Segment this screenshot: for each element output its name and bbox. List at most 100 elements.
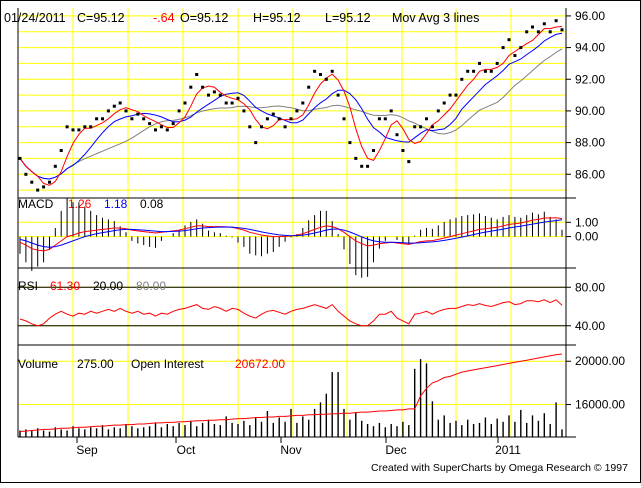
- price-point-30: [195, 73, 199, 76]
- price-point-24: [159, 125, 163, 129]
- price-point-44: [277, 117, 281, 121]
- price-point-9: [71, 128, 75, 132]
- tick-label-volume-1: 16000.00: [575, 398, 625, 412]
- price-point-72: [442, 101, 446, 105]
- rsi-label: RSI: [18, 279, 38, 293]
- price-point-52: [324, 77, 328, 81]
- price-point-1: [24, 172, 28, 176]
- price-point-3: [36, 188, 40, 192]
- price-point-22: [148, 122, 152, 126]
- price-point-78: [478, 61, 481, 65]
- time-label-sep: Sep: [76, 443, 98, 457]
- price-point-26: [171, 122, 175, 126]
- header-close: C=95.12: [77, 11, 125, 25]
- price-point-50: [313, 69, 317, 73]
- tick-label-price-2: 92.00: [575, 72, 605, 86]
- price-point-42: [265, 117, 269, 121]
- price-point-71: [436, 109, 440, 113]
- price-point-10: [77, 128, 81, 132]
- price-point-15: [106, 109, 110, 113]
- price-point-37: [236, 96, 240, 100]
- time-label-2011: 2011: [495, 443, 521, 457]
- price-point-59: [366, 164, 370, 168]
- price-point-90: [548, 30, 552, 34]
- price-ma-mid-line: [19, 32, 563, 180]
- tick-label-macd-0: 1.00: [575, 215, 599, 229]
- axis-labels: 96.00 94.00 92.00 90.00 88.00 86.00 1.000.00 80…: [76, 9, 625, 457]
- tick-label-price-5: 86.00: [575, 167, 605, 181]
- price-point-38: [242, 109, 246, 113]
- price-point-20: [136, 112, 140, 116]
- price-point-81: [495, 61, 499, 65]
- price-point-64: [395, 133, 399, 137]
- time-label-oct: Oct: [177, 443, 196, 457]
- price-point-36: [230, 101, 234, 105]
- price-point-66: [407, 160, 411, 164]
- price-point-57: [354, 156, 358, 160]
- price-point-40: [254, 141, 258, 145]
- header-date: 01/24/2011: [4, 11, 66, 25]
- price-point-29: [189, 85, 193, 89]
- price-point-48: [301, 101, 305, 105]
- tick-label-rsi-0: 80.00: [575, 280, 605, 294]
- price-point-11: [83, 125, 87, 129]
- rsi-value-3: 80.00: [136, 279, 166, 293]
- header-study: Mov Avg 3 lines: [392, 11, 479, 25]
- price-point-5: [48, 180, 51, 184]
- oi-label: Open Interest: [131, 357, 204, 371]
- price-point-41: [260, 125, 263, 129]
- price-point-86: [525, 30, 529, 34]
- price-point-63: [389, 109, 393, 113]
- price-point-0: [18, 156, 22, 160]
- price-point-32: [207, 93, 210, 97]
- price-point-7: [59, 149, 63, 152]
- price-point-89: [542, 22, 546, 26]
- price-point-46: [289, 117, 293, 121]
- price-point-47: [295, 109, 299, 113]
- tick-label-price-0: 96.00: [575, 9, 605, 23]
- macd-signal-line: [19, 219, 563, 248]
- price-point-82: [501, 46, 505, 50]
- tick-label-price-4: 88.00: [575, 136, 605, 150]
- price-point-4: [42, 185, 46, 189]
- price-point-67: [413, 125, 417, 129]
- oi-value: 20672.00: [235, 357, 285, 371]
- macd-value-2: 1.18: [104, 197, 128, 211]
- macd-label: MACD: [18, 197, 54, 211]
- price-point-28: [183, 101, 187, 105]
- price-point-84: [513, 54, 517, 57]
- open-interest-line: [19, 353, 563, 433]
- price-point-53: [330, 69, 334, 73]
- price-point-14: [101, 117, 104, 121]
- price-point-70: [430, 125, 434, 129]
- price-point-73: [448, 93, 452, 97]
- price-point-23: [154, 128, 157, 132]
- price-point-87: [531, 25, 534, 29]
- price-point-43: [271, 112, 275, 116]
- price-point-49: [307, 85, 311, 89]
- header-high: H=95.12: [253, 11, 301, 25]
- header-low: L=95.12: [325, 11, 371, 25]
- price-point-54: [336, 93, 340, 97]
- price-point-60: [372, 149, 375, 152]
- header-change: -.64: [153, 11, 175, 25]
- time-label-nov: Nov: [280, 443, 301, 457]
- price-point-12: [89, 125, 93, 129]
- price-point-45: [283, 125, 287, 129]
- price-point-16: [112, 104, 116, 108]
- price-point-68: [419, 125, 423, 129]
- price-point-55: [342, 117, 346, 121]
- macd-value-3: 0.08: [140, 197, 164, 211]
- tick-label-price-1: 94.00: [575, 41, 605, 55]
- price-point-74: [454, 93, 458, 97]
- price-point-56: [348, 141, 352, 145]
- rsi-value-1: 61.30: [50, 279, 80, 293]
- price-point-2: [30, 180, 34, 184]
- price-point-31: [201, 85, 205, 89]
- price-point-75: [460, 77, 464, 81]
- price-point-21: [142, 117, 146, 121]
- price-point-51: [319, 73, 322, 76]
